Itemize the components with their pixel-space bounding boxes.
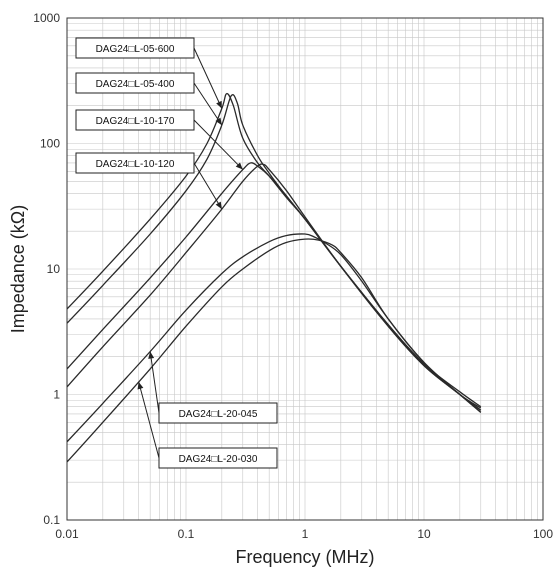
annotation-label: DAG24□L-05-400 bbox=[96, 79, 175, 90]
arrowhead-icon bbox=[215, 201, 222, 210]
annotation-label: DAG24□L-05-600 bbox=[96, 44, 175, 55]
annotation-3: DAG24□L-10-170 bbox=[75, 109, 244, 170]
arrowhead-icon bbox=[148, 351, 155, 359]
x-tick-label: 100 bbox=[533, 527, 553, 541]
annotation-label: DAG24□L-20-045 bbox=[179, 409, 258, 420]
series-line-2 bbox=[66, 94, 482, 409]
y-tick-label: 1 bbox=[53, 388, 60, 402]
annotation-arrow bbox=[138, 381, 160, 459]
x-tick-label: 0.01 bbox=[55, 527, 79, 541]
annotation-arrow bbox=[193, 47, 223, 109]
x-axis-label: Frequency (MHz) bbox=[235, 547, 374, 567]
series-line-6 bbox=[66, 238, 482, 463]
x-tick-label: 1 bbox=[302, 527, 309, 541]
grid bbox=[67, 18, 543, 520]
annotation-6: DAG24□L-20-030 bbox=[137, 381, 278, 469]
annotation-arrow bbox=[149, 351, 160, 414]
plot-frame bbox=[66, 17, 544, 521]
annotation-label: DAG24□L-20-030 bbox=[179, 454, 258, 465]
annotation-arrow bbox=[193, 162, 223, 210]
annotation-box bbox=[158, 447, 278, 469]
annotation-arrow bbox=[193, 82, 223, 126]
y-tick-label: 100 bbox=[40, 137, 60, 151]
y-axis-label: Impedance (kΩ) bbox=[8, 205, 28, 334]
annotation-2: DAG24□L-05-400 bbox=[75, 72, 223, 126]
series-line-4 bbox=[66, 163, 482, 413]
arrowhead-icon bbox=[235, 162, 243, 170]
arrowhead-icon bbox=[215, 117, 222, 126]
annotation-box bbox=[75, 152, 195, 174]
y-tick-label: 1000 bbox=[33, 11, 60, 25]
x-tick-label: 10 bbox=[417, 527, 431, 541]
annotation-arrow bbox=[193, 119, 244, 170]
y-tick-label: 0.1 bbox=[43, 513, 60, 527]
arrowhead-icon bbox=[216, 100, 222, 109]
y-tick-label: 10 bbox=[47, 262, 61, 276]
annotations: DAG24□L-05-600 DAG24□L-05-400 DAG24□L-10-1… bbox=[75, 37, 278, 469]
annotation-label: DAG24□L-10-170 bbox=[96, 116, 175, 127]
annotation-1: DAG24□L-05-600 bbox=[75, 37, 223, 109]
annotation-4: DAG24□L-10-120 bbox=[75, 152, 223, 210]
annotation-5: DAG24□L-20-045 bbox=[148, 351, 278, 424]
annotation-box bbox=[75, 37, 195, 59]
annotation-box bbox=[158, 402, 278, 424]
arrowhead-icon bbox=[137, 381, 144, 390]
annotation-label: DAG24□L-10-120 bbox=[96, 159, 175, 170]
curves bbox=[66, 92, 482, 463]
annotation-box bbox=[75, 72, 195, 94]
x-tick-label: 0.1 bbox=[178, 527, 195, 541]
annotation-box bbox=[75, 109, 195, 131]
